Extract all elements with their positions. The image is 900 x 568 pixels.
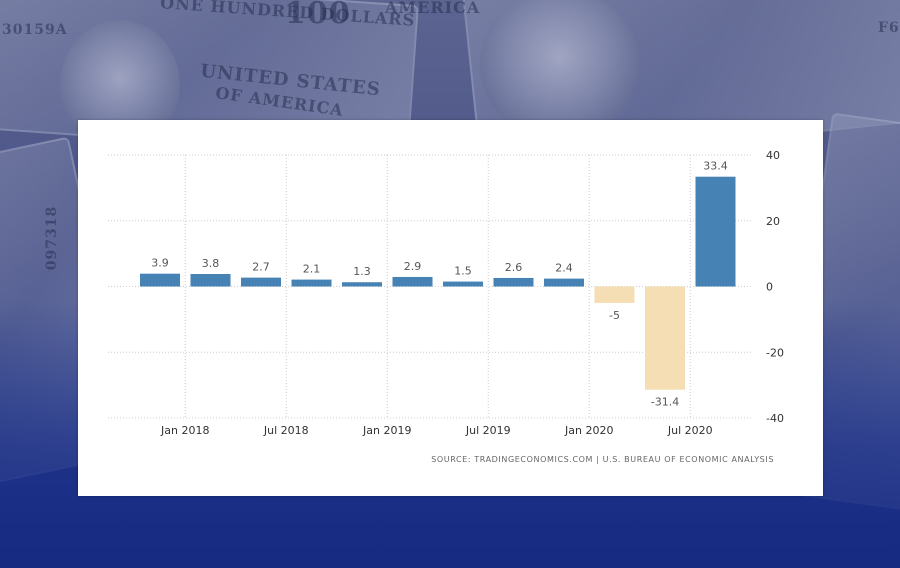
bar-value-label: 33.4 — [703, 160, 728, 173]
bill-text-2: 30159A — [2, 22, 68, 38]
x-tick-label: Jan 2018 — [160, 424, 209, 437]
x-tick-label: Jan 2020 — [564, 424, 613, 437]
bar-value-label: 2.1 — [303, 263, 321, 276]
bar-value-label: 1.3 — [353, 265, 371, 278]
bar-q1-2020 — [594, 286, 635, 303]
bar-value-label: 1.5 — [454, 265, 472, 278]
bill-text-8: F6 — [878, 20, 900, 36]
bar-value-label: 2.4 — [555, 262, 573, 275]
bar-q3-2019 — [493, 277, 534, 287]
bar-value-label: 2.7 — [252, 261, 270, 274]
bar-value-labels: 3.9 3.8 2.7 2.1 1.3 2.9 1.5 2.6 2.4 -5 -31.4 33.4 — [151, 160, 728, 409]
y-tick-label: 0 — [766, 281, 773, 294]
x-tick-label: Jul 2020 — [667, 424, 713, 437]
bar-value-label: 3.8 — [202, 257, 220, 270]
portrait-center — [480, 0, 640, 140]
bill-text-5: 100 — [285, 0, 351, 31]
bill-text-6: AMERICA — [385, 0, 481, 17]
bar-q1-2018 — [190, 274, 231, 287]
x-tick-label: Jul 2018 — [263, 424, 309, 437]
x-axis-ticks: Jan 2018 Jul 2018 Jan 2019 Jul 2019 Jan 2020… — [160, 424, 713, 437]
bill-text-7: 097318 — [44, 205, 61, 271]
x-tick-label: Jan 2019 — [362, 424, 411, 437]
bar-value-label: 2.9 — [404, 260, 422, 273]
y-tick-label: 20 — [766, 215, 780, 228]
y-tick-label: 40 — [766, 149, 780, 162]
bar-chart: 3.9 3.8 2.7 2.1 1.3 2.9 1.5 2.6 2.4 -5 -31.4 33.4 4… — [108, 149, 784, 437]
bar-q3-2018 — [291, 279, 332, 287]
bar-q2-2018 — [241, 277, 281, 287]
y-tick-label: -20 — [766, 346, 784, 359]
bar-q4-2019 — [544, 278, 584, 287]
y-tick-label: -40 — [766, 412, 784, 425]
bars — [140, 176, 736, 390]
bar-value-label: -5 — [609, 309, 620, 322]
bar-q4-2018 — [342, 282, 382, 287]
bar-q3-2020 — [695, 176, 736, 287]
y-axis-ticks: 40 20 0 -20 -40 — [766, 149, 784, 425]
bar-value-label: 2.6 — [505, 261, 523, 274]
bar-value-label: -31.4 — [651, 396, 679, 409]
bar-value-label: 3.9 — [151, 257, 169, 270]
x-tick-label: Jul 2019 — [465, 424, 511, 437]
source-note: SOURCE: TRADINGECONOMICS.COM | U.S. BURE… — [431, 455, 774, 464]
chart-card: 3.9 3.8 2.7 2.1 1.3 2.9 1.5 2.6 2.4 -5 -31.4 33.4 4… — [78, 120, 823, 496]
bar-q2-2020 — [645, 286, 685, 390]
bar-q4-2017 — [140, 273, 180, 287]
bar-q2-2019 — [443, 281, 483, 287]
bar-q1-2019 — [392, 276, 433, 287]
